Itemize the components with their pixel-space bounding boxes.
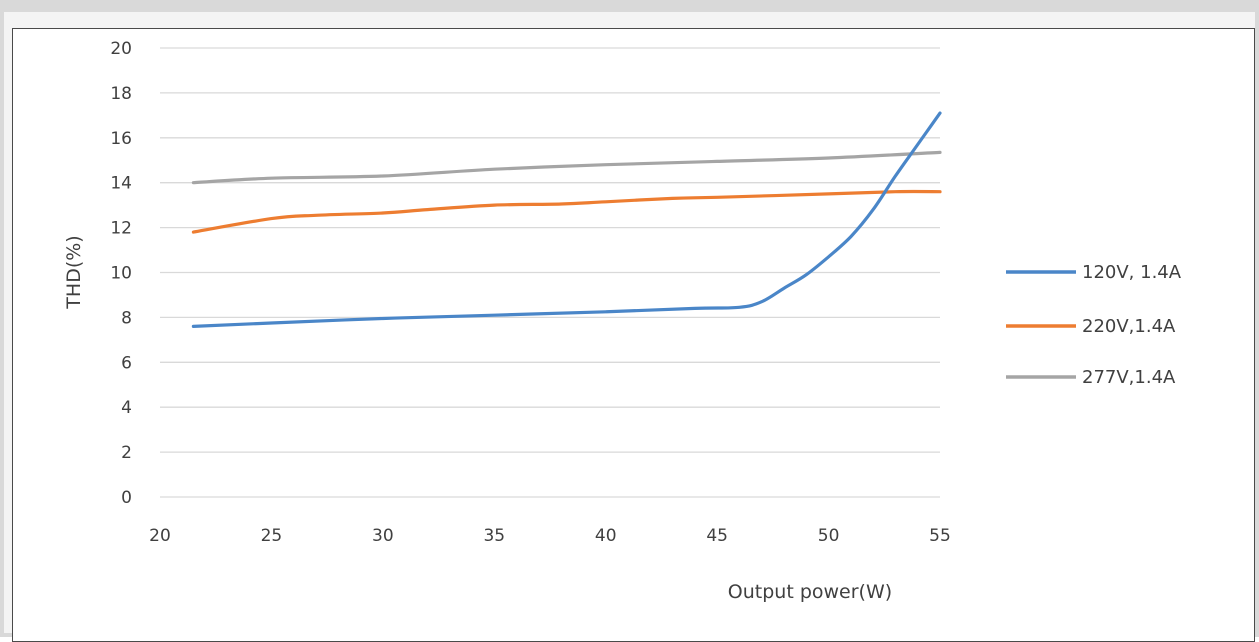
y-axis-title: THD(%): [63, 235, 85, 309]
y-tick-label: 14: [110, 174, 132, 194]
legend-label: 120V, 1.4A: [1082, 262, 1182, 283]
gridlines: [160, 47, 940, 498]
y-tick-label: 20: [110, 39, 132, 59]
y-tick-label: 16: [110, 129, 132, 149]
x-tick-label: 30: [372, 526, 394, 546]
y-tick-labels: 0 2 4 6 8 10 12 14 16 18 20: [110, 39, 132, 508]
y-tick-label: 0: [121, 488, 132, 508]
y-tick-label: 12: [110, 219, 132, 239]
y-tick-label: 2: [121, 443, 132, 463]
x-tick-label: 25: [261, 526, 283, 546]
legend: 120V, 1.4A 220V,1.4A 277V,1.4A: [1006, 262, 1182, 388]
series-line-1: [191, 189, 942, 234]
legend-item: 220V,1.4A: [1006, 316, 1176, 337]
x-tick-labels: 20 25 30 35 40 45 50 55: [149, 526, 951, 546]
x-tick-label: 20: [149, 526, 171, 546]
y-tick-label: 18: [110, 84, 132, 104]
series-lines: [191, 111, 942, 328]
y-tick-label: 4: [121, 398, 132, 418]
legend-item: 277V,1.4A: [1006, 367, 1176, 388]
x-axis-title: Output power(W): [728, 581, 892, 603]
x-tick-label: 45: [706, 526, 728, 546]
y-tick-label: 6: [121, 353, 132, 373]
chart-area: [12, 28, 1255, 642]
y-tick-label: 10: [110, 264, 132, 284]
series-line-2: [191, 150, 942, 185]
x-tick-label: 35: [483, 526, 505, 546]
legend-item: 120V, 1.4A: [1006, 262, 1182, 283]
x-tick-label: 55: [929, 526, 951, 546]
legend-label: 220V,1.4A: [1082, 316, 1176, 337]
x-tick-label: 50: [818, 526, 840, 546]
x-tick-label: 40: [595, 526, 617, 546]
y-tick-label: 8: [121, 308, 132, 328]
series-line-0: [191, 111, 942, 328]
legend-label: 277V,1.4A: [1082, 367, 1176, 388]
